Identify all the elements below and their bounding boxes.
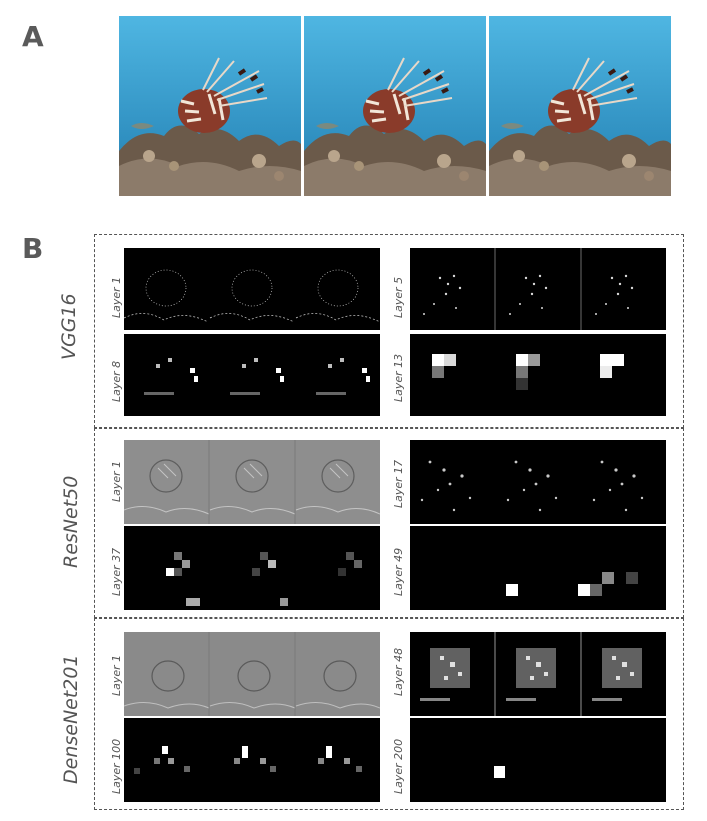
model-label-resnet50: ResNet50 — [60, 475, 82, 568]
lionfish-photo — [489, 16, 671, 196]
layer-label: Layer 13 — [392, 353, 405, 402]
layer-label: Layer 1 — [110, 654, 123, 696]
feature-map-densenet201-layer100 — [124, 718, 380, 802]
resnet50-group — [94, 428, 684, 618]
feature-map-densenet201-layer200 — [410, 718, 666, 802]
layer-label: Layer 8 — [110, 360, 123, 402]
feature-map-vgg16-layer8 — [124, 334, 380, 416]
layer-label: Layer 5 — [392, 276, 405, 318]
feature-map-vgg16-layer1 — [124, 248, 380, 330]
layer-label: Layer 1 — [110, 460, 123, 502]
vgg16-group — [94, 234, 684, 428]
feature-map-resnet50-layer1 — [124, 440, 380, 524]
model-label-densenet201: DenseNet201 — [60, 654, 82, 784]
layer-label: Layer 48 — [392, 647, 405, 696]
densenet201-group — [94, 618, 684, 810]
feature-map-resnet50-layer17 — [410, 440, 666, 524]
feature-map-vgg16-layer5 — [410, 248, 666, 330]
feature-map-resnet50-layer37 — [124, 526, 380, 610]
panel-label-b: B — [22, 232, 44, 265]
layer-label: Layer 100 — [110, 738, 123, 794]
feature-map-resnet50-layer49 — [410, 526, 666, 610]
feature-map-densenet201-layer48 — [410, 632, 666, 716]
panel-label-a: A — [22, 20, 44, 53]
lionfish-photo — [304, 16, 486, 196]
layer-label: Layer 37 — [110, 547, 123, 596]
layer-label: Layer 200 — [392, 738, 405, 794]
layer-label: Layer 17 — [392, 459, 405, 508]
feature-map-vgg16-layer13 — [410, 334, 666, 416]
model-label-vgg16: VGG16 — [58, 293, 80, 360]
layer-label: Layer 1 — [110, 276, 123, 318]
feature-map-densenet201-layer1 — [124, 632, 380, 716]
lionfish-photo — [119, 16, 301, 196]
layer-label: Layer 49 — [392, 547, 405, 596]
